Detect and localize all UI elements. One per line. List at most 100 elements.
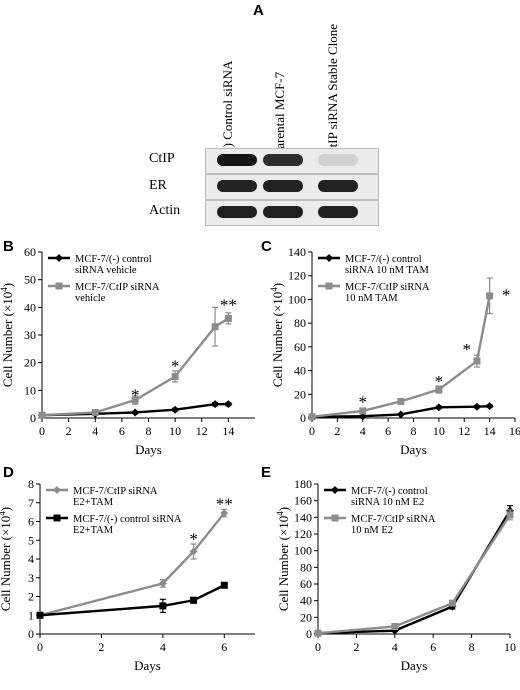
data-point <box>448 599 456 607</box>
blot-band <box>217 154 257 166</box>
data-point <box>131 396 139 404</box>
series-line <box>317 514 512 635</box>
x-tick-label: 0 <box>37 640 43 654</box>
data-point <box>211 323 219 331</box>
x-tick-label: 16 <box>509 424 520 438</box>
y-tick-label: 60 <box>24 245 36 259</box>
y-tick-label: 3 <box>28 571 34 585</box>
legend-label: MCF-7/CtIP siRNA <box>345 282 430 293</box>
data-point <box>131 408 140 417</box>
y-tick-label: 4 <box>28 552 34 566</box>
data-point <box>308 413 316 421</box>
legend-marker <box>331 486 339 494</box>
data-point <box>224 314 232 322</box>
x-tick-label: 12 <box>458 424 470 438</box>
x-tick-label: 10 <box>169 424 181 438</box>
panel-letter-b: B <box>3 238 14 255</box>
blot-row-label-actin: Actin <box>149 203 181 218</box>
y-tick-label: 120 <box>294 527 312 541</box>
y-tick-label: 7 <box>28 496 34 510</box>
blot-band <box>217 206 257 218</box>
legend-marker <box>55 254 63 262</box>
x-axis-label: Days <box>135 442 162 457</box>
x-tick-label: 8 <box>411 424 417 438</box>
significance-marker: * <box>435 372 444 391</box>
data-point <box>220 581 228 589</box>
significance-marker: * <box>359 392 368 411</box>
x-tick-label: 0 <box>39 424 45 438</box>
y-tick-label: 6 <box>28 515 34 529</box>
legend-label: MCF-7/CtIP siRNA <box>75 282 160 293</box>
blot-band <box>263 180 303 192</box>
series-line <box>39 512 226 617</box>
legend-label: siRNA vehicle <box>75 265 137 276</box>
x-tick-label: 2 <box>98 640 104 654</box>
legend-label: MCF-7/(-) control <box>345 254 422 265</box>
chart-d: 0 1 2 3 4 5 6 7 8 0 2 4 6 Days Cell Number (×104) MCF-7… <box>0 477 255 673</box>
y-tick-label: 40 <box>300 594 312 608</box>
y-tick-label: 2 <box>28 590 34 604</box>
y-tick-label: 0 <box>300 411 306 425</box>
y-axis-label: Cell Number (×104) <box>0 507 13 611</box>
data-point <box>359 407 367 415</box>
x-tick-label: 4 <box>360 424 366 438</box>
x-tick-label: 8 <box>146 424 152 438</box>
legend-marker <box>53 514 61 522</box>
data-point <box>485 402 494 411</box>
blot-strip-actin <box>205 200 379 226</box>
panel-letter-e: E <box>261 464 272 481</box>
blot-band <box>318 154 358 166</box>
significance-marker: * <box>189 529 198 548</box>
x-tick-label: 12 <box>196 424 208 438</box>
significance-marker: ** <box>220 296 237 315</box>
y-tick-label: 20 <box>300 610 312 624</box>
y-tick-label: 80 <box>294 316 306 330</box>
data-point <box>397 397 405 405</box>
y-tick-label: 0 <box>28 627 34 641</box>
y-tick-label: 180 <box>294 477 312 491</box>
y-tick-label: 120 <box>288 269 306 283</box>
y-tick-label: 160 <box>294 494 312 508</box>
data-point <box>391 623 399 630</box>
blot-strip-ctip <box>205 148 379 174</box>
legend-label: siRNA 10 nM TAM <box>345 265 430 276</box>
y-tick-label: 40 <box>294 364 306 378</box>
legend-label: MCF-7/CtIP siRNA <box>351 514 436 525</box>
data-point <box>396 410 405 419</box>
significance-marker: * <box>131 385 140 404</box>
y-tick-label: 5 <box>28 533 34 547</box>
legend-label: siRNA 10 nM E2 <box>351 497 424 508</box>
x-tick-label: 2 <box>353 640 359 654</box>
data-point <box>434 403 443 412</box>
y-tick-label: 50 <box>24 273 36 287</box>
data-point <box>158 579 167 588</box>
y-tick-label: 100 <box>288 292 306 306</box>
blot-band <box>318 180 358 192</box>
legend-label: 10 nM E2 <box>351 525 393 536</box>
data-point <box>211 400 220 409</box>
data-point <box>171 405 180 414</box>
legend-marker <box>331 514 339 522</box>
y-axis-label: Cell Number (×104) <box>0 283 15 387</box>
y-tick-label: 20 <box>24 356 36 370</box>
blot-row-label-ctip: CtIP <box>149 151 175 166</box>
y-tick-label: 60 <box>294 340 306 354</box>
legend-label: vehicle <box>75 293 106 304</box>
x-tick-label: 4 <box>392 640 398 654</box>
x-axis-label: Days <box>134 658 161 673</box>
x-tick-label: 4 <box>160 640 166 654</box>
chart-e: 0 20 40 60 80 100 120 140 160 180 0 2 4 6 8 10 Days Cell … <box>275 477 516 673</box>
data-point <box>171 373 179 380</box>
x-tick-label: 0 <box>315 640 321 654</box>
x-tick-label: 14 <box>222 424 234 438</box>
y-tick-label: 40 <box>24 300 36 314</box>
lane-label-ctip-clone: CtIP siRNA Stable Clone <box>325 23 340 156</box>
y-tick-label: 140 <box>288 245 306 259</box>
y-tick-label: 0 <box>30 411 36 425</box>
data-point <box>314 629 322 637</box>
western-blot-panel: A (-) Control siRNA Parental MCF-7 CtIP … <box>0 0 520 235</box>
legend-label: MCF-7/(-) control <box>75 254 152 265</box>
panel-letter-d: D <box>3 464 14 481</box>
significance-marker: ** <box>216 495 233 514</box>
legend-marker <box>53 486 61 494</box>
